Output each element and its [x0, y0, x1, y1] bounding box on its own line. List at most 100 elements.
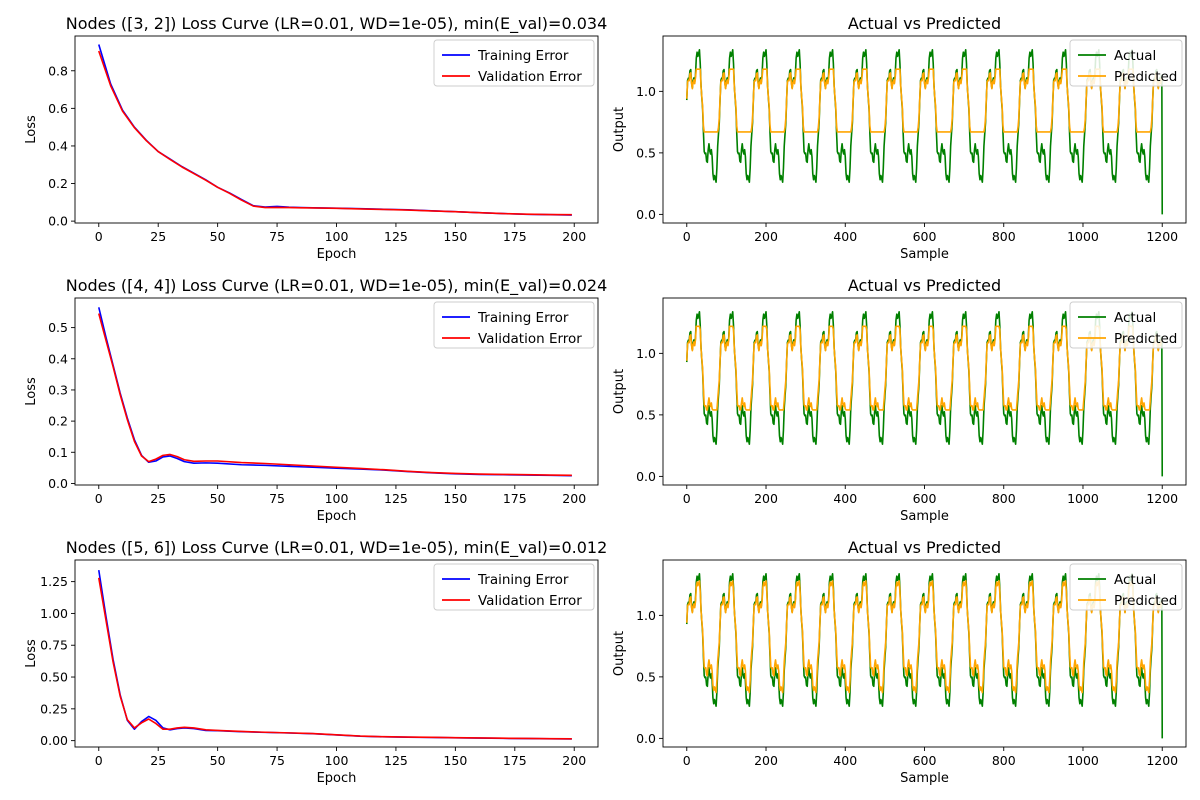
series-line-predicted [685, 325, 1163, 411]
y-tick-label: 1.25 [40, 574, 68, 589]
x-tick-label: 1000 [1067, 753, 1099, 768]
legend-box [1069, 301, 1183, 349]
x-tick-label: 50 [210, 229, 226, 244]
x-tick-label: 800 [992, 753, 1016, 768]
y-tick-label: 0.4 [48, 351, 68, 366]
x-axis-label: Epoch [317, 247, 357, 262]
x-tick-label: 1000 [1067, 229, 1099, 244]
x-tick-label: 800 [992, 491, 1016, 506]
chart-title: Nodes ([4, 4]) Loss Curve (LR=0.01, WD=1… [66, 276, 608, 296]
x-axis-label: Sample [900, 247, 949, 262]
x-tick-label: 400 [833, 753, 857, 768]
y-tick-label: 0.6 [48, 101, 68, 116]
x-axis-label: Sample [900, 509, 949, 524]
chart-panel-3: 0 25 50 75 100 125 150 175 200 0.0 0.1 0.2 0.3 0.4 0.5… [24, 276, 607, 524]
legend-box [1069, 39, 1183, 87]
x-tick-label: 600 [913, 229, 937, 244]
y-tick-label: 0.2 [48, 414, 68, 429]
y-tick-label: 0.75 [40, 638, 68, 653]
chart-panel-2: 0 200 400 600 800 1000 1200 0.0 0.5 1.0 Actual vs … [612, 14, 1187, 262]
legend: Actual Predicted [1069, 301, 1183, 349]
x-tick-label: 25 [150, 753, 166, 768]
y-tick-label: 1.00 [40, 606, 68, 621]
legend-label: Training Error [477, 572, 569, 588]
legend-box [1069, 563, 1183, 611]
x-tick-label: 150 [443, 229, 467, 244]
legend-label: Predicted [1114, 331, 1177, 347]
chart-title: Actual vs Predicted [848, 14, 1001, 33]
x-tick-label: 1000 [1067, 491, 1099, 506]
x-tick-label: 1200 [1146, 753, 1178, 768]
x-tick-label: 400 [833, 229, 857, 244]
legend-label: Actual [1114, 48, 1156, 64]
chart-title: Nodes ([3, 2]) Loss Curve (LR=0.01, WD=1… [66, 14, 608, 34]
x-tick-label: 125 [384, 491, 408, 506]
y-tick-label: 0.0 [48, 214, 68, 229]
legend: Actual Predicted [1069, 39, 1183, 87]
x-tick-label: 0 [95, 491, 103, 506]
legend-box [433, 563, 595, 611]
legend: Training Error Validation Error [433, 563, 595, 611]
x-tick-label: 75 [269, 491, 285, 506]
chart-title: Actual vs Predicted [848, 276, 1001, 295]
series-line-predicted [685, 68, 1163, 133]
x-tick-label: 200 [562, 491, 586, 506]
y-tick-label: 0.50 [40, 670, 68, 685]
chart-panel-6: 0 200 400 600 800 1000 1200 0.0 0.5 1.0 Actual vs … [612, 538, 1187, 786]
y-tick-label: 1.0 [636, 608, 656, 623]
x-tick-label: 1200 [1146, 229, 1178, 244]
y-tick-label: 1.0 [636, 84, 656, 99]
x-tick-label: 100 [325, 491, 349, 506]
y-tick-label: 0.8 [48, 63, 68, 78]
y-tick-label: 0.1 [48, 445, 68, 460]
legend-label: Validation Error [478, 331, 582, 347]
y-axis-label: Loss [24, 639, 39, 668]
y-tick-label: 0.0 [636, 207, 656, 222]
x-tick-label: 0 [683, 229, 691, 244]
x-tick-label: 100 [325, 229, 349, 244]
legend-label: Predicted [1114, 593, 1177, 609]
y-tick-label: 0.0 [48, 476, 68, 491]
x-tick-label: 25 [150, 229, 166, 244]
x-tick-label: 400 [833, 491, 857, 506]
legend-label: Training Error [477, 48, 569, 64]
x-tick-label: 125 [384, 229, 408, 244]
series-line-validation-error [97, 577, 572, 740]
x-tick-label: 50 [210, 491, 226, 506]
x-tick-label: 50 [210, 753, 226, 768]
x-tick-label: 25 [150, 491, 166, 506]
x-tick-label: 600 [913, 491, 937, 506]
chart-panel-5: 0 25 50 75 100 125 150 175 200 0.00 0.25 0.50 0.75 1.… [24, 538, 607, 786]
y-tick-label: 0.25 [40, 701, 68, 716]
y-tick-label: 0.5 [636, 669, 656, 684]
x-tick-label: 0 [683, 753, 691, 768]
legend-label: Actual [1114, 310, 1156, 326]
legend-box [433, 39, 595, 87]
y-tick-label: 1.0 [636, 346, 656, 361]
y-axis-label: Output [612, 107, 627, 152]
x-tick-label: 1200 [1146, 491, 1178, 506]
y-tick-label: 0.5 [636, 145, 656, 160]
y-axis-label: Output [612, 631, 627, 676]
y-tick-label: 0.5 [48, 320, 68, 335]
series-line-validation-error [98, 50, 572, 216]
y-tick-label: 0.5 [636, 407, 656, 422]
x-tick-label: 200 [754, 491, 778, 506]
legend-box [433, 301, 595, 349]
legend: Actual Predicted [1069, 563, 1183, 611]
y-tick-label: 0.0 [636, 731, 656, 746]
x-tick-label: 800 [992, 229, 1016, 244]
y-tick-label: 0.2 [48, 176, 68, 191]
series-line-predicted [685, 580, 1163, 694]
x-tick-label: 200 [754, 753, 778, 768]
y-axis-label: Loss [24, 115, 39, 144]
x-tick-label: 200 [754, 229, 778, 244]
legend-label: Predicted [1114, 69, 1177, 85]
x-tick-label: 125 [384, 753, 408, 768]
y-tick-label: 0.4 [48, 138, 68, 153]
chart-panel-4: 0 200 400 600 800 1000 1200 0.0 0.5 1.0 Actual vs … [612, 276, 1187, 524]
y-tick-label: 0.00 [40, 733, 68, 748]
x-tick-label: 75 [269, 753, 285, 768]
x-tick-label: 175 [503, 753, 527, 768]
